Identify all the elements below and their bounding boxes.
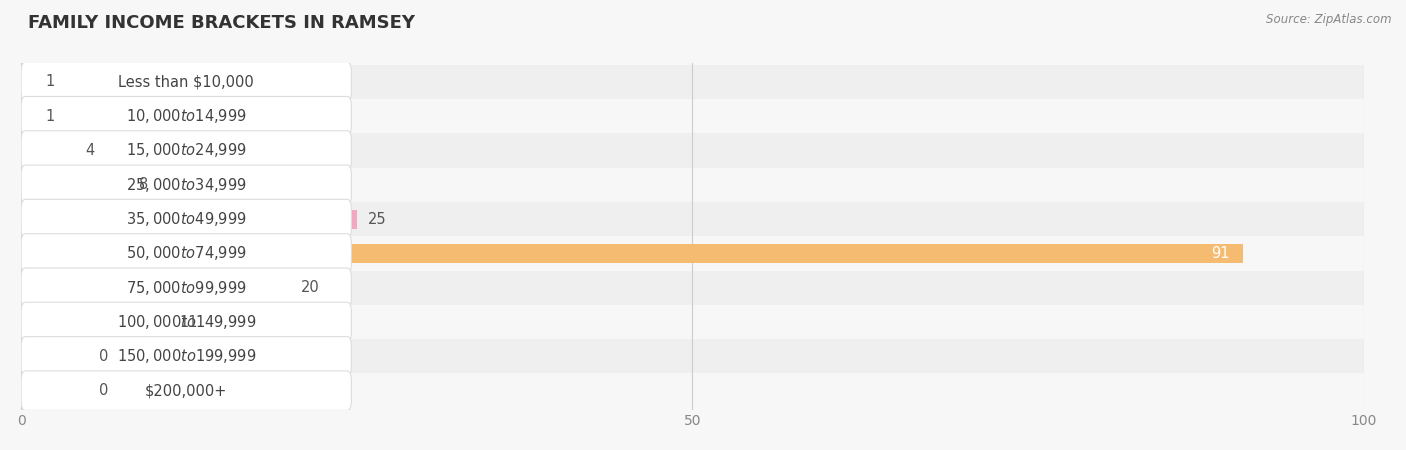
Bar [21, 278, 290, 297]
Text: 25: 25 [367, 212, 387, 227]
Bar [21, 210, 357, 229]
Text: 1: 1 [45, 74, 55, 90]
Text: $10,000 to $14,999: $10,000 to $14,999 [125, 107, 246, 125]
Circle shape [17, 278, 25, 297]
Bar [21, 65, 1364, 99]
Bar [21, 339, 1364, 374]
Bar [21, 236, 1364, 270]
Bar [21, 270, 1364, 305]
Text: $200,000+: $200,000+ [145, 383, 228, 398]
FancyBboxPatch shape [21, 62, 351, 102]
Bar [21, 107, 35, 126]
FancyBboxPatch shape [21, 199, 351, 239]
Circle shape [17, 175, 25, 195]
Circle shape [17, 381, 25, 400]
Text: $35,000 to $49,999: $35,000 to $49,999 [125, 210, 246, 228]
Text: Less than $10,000: Less than $10,000 [118, 74, 254, 90]
Bar [21, 168, 1364, 202]
Bar [21, 176, 128, 194]
FancyBboxPatch shape [21, 234, 351, 273]
FancyBboxPatch shape [21, 131, 351, 170]
Text: 1: 1 [45, 109, 55, 124]
Bar [21, 72, 35, 91]
Bar [21, 99, 1364, 133]
Bar [21, 347, 89, 366]
Text: 20: 20 [301, 280, 319, 295]
Bar [21, 305, 1364, 339]
Text: $50,000 to $74,999: $50,000 to $74,999 [125, 244, 246, 262]
Text: FAMILY INCOME BRACKETS IN RAMSEY: FAMILY INCOME BRACKETS IN RAMSEY [28, 14, 415, 32]
Circle shape [17, 140, 25, 160]
Circle shape [17, 312, 25, 332]
FancyBboxPatch shape [21, 371, 351, 410]
Text: $75,000 to $99,999: $75,000 to $99,999 [125, 279, 246, 297]
Circle shape [17, 72, 25, 92]
Text: $100,000 to $149,999: $100,000 to $149,999 [117, 313, 256, 331]
FancyBboxPatch shape [21, 268, 351, 307]
Bar [21, 244, 1243, 263]
FancyBboxPatch shape [21, 96, 351, 136]
Text: $25,000 to $34,999: $25,000 to $34,999 [125, 176, 246, 194]
Text: 0: 0 [98, 383, 108, 398]
Circle shape [17, 209, 25, 229]
Bar [21, 141, 75, 160]
Text: 91: 91 [1211, 246, 1229, 261]
Text: $150,000 to $199,999: $150,000 to $199,999 [117, 347, 256, 365]
Text: $15,000 to $24,999: $15,000 to $24,999 [125, 141, 246, 159]
FancyBboxPatch shape [21, 302, 351, 342]
Bar [21, 202, 1364, 236]
FancyBboxPatch shape [21, 337, 351, 376]
Circle shape [17, 106, 25, 126]
FancyBboxPatch shape [21, 165, 351, 204]
Bar [21, 374, 1364, 408]
Bar [21, 313, 169, 332]
Bar [21, 381, 89, 400]
Text: 4: 4 [86, 143, 94, 158]
Text: 8: 8 [139, 177, 149, 192]
Text: 0: 0 [98, 349, 108, 364]
Text: Source: ZipAtlas.com: Source: ZipAtlas.com [1267, 14, 1392, 27]
Text: 11: 11 [180, 315, 198, 329]
Circle shape [17, 346, 25, 366]
Bar [21, 133, 1364, 168]
Circle shape [17, 243, 25, 263]
